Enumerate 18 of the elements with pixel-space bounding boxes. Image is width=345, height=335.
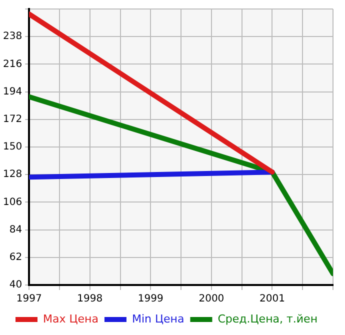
legend-label: Сред.Цена, т.йен xyxy=(218,312,318,326)
x-tick-label: 1999 xyxy=(138,294,164,305)
y-tick-label: 172 xyxy=(2,114,22,125)
y-tick-label: 150 xyxy=(2,142,22,153)
y-tick-label: 84 xyxy=(9,224,22,236)
x-tick-label: 2000 xyxy=(198,294,224,305)
legend-label: Min Цена xyxy=(132,312,184,326)
y-tick-label: 62 xyxy=(9,252,22,263)
y-tick-label: 216 xyxy=(2,58,22,70)
y-tick-label: 194 xyxy=(2,86,22,98)
y-tick-label: 128 xyxy=(2,169,22,180)
y-tick-label: 106 xyxy=(2,196,22,208)
x-tick-label: 2001 xyxy=(259,294,285,305)
legend-label: Max Цена xyxy=(42,312,98,326)
x-tick-label: 1998 xyxy=(77,294,103,305)
x-tick-label: 1997 xyxy=(16,294,42,305)
y-tick-label: 40 xyxy=(9,280,22,291)
y-tick-label: 238 xyxy=(2,31,22,42)
